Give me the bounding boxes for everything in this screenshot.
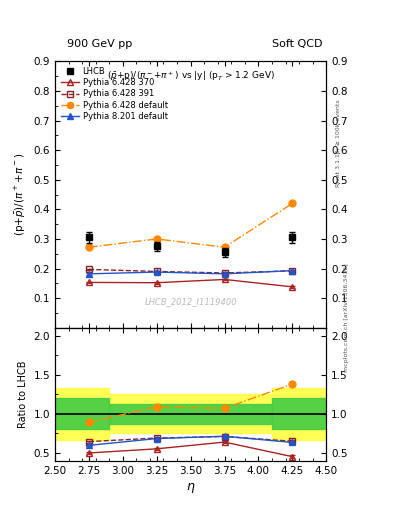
Text: ($\bar{p}$+p)/($\pi^-$+$\pi^+$) vs |y| (p$_T$ > 1.2 GeV): ($\bar{p}$+p)/($\pi^-$+$\pi^+$) vs |y| (… — [107, 70, 275, 83]
Text: Rivet 3.1.10, ≥ 100k events: Rivet 3.1.10, ≥ 100k events — [336, 99, 341, 187]
X-axis label: $\eta$: $\eta$ — [186, 481, 195, 495]
Y-axis label: Ratio to LHCB: Ratio to LHCB — [18, 360, 28, 428]
Legend: LHCB, Pythia 6.428 370, Pythia 6.428 391, Pythia 6.428 default, Pythia 8.201 def: LHCB, Pythia 6.428 370, Pythia 6.428 391… — [59, 66, 169, 122]
Y-axis label: (p+$\bar{p}$)/($\pi^+$+$\pi^-$): (p+$\bar{p}$)/($\pi^+$+$\pi^-$) — [13, 153, 28, 236]
Text: mcplots.cern.ch [arXiv:1306.3436]: mcplots.cern.ch [arXiv:1306.3436] — [344, 263, 349, 372]
Text: LHCB_2012_I1119400: LHCB_2012_I1119400 — [144, 297, 237, 306]
Text: Soft QCD: Soft QCD — [272, 38, 322, 49]
Text: 900 GeV pp: 900 GeV pp — [67, 38, 132, 49]
